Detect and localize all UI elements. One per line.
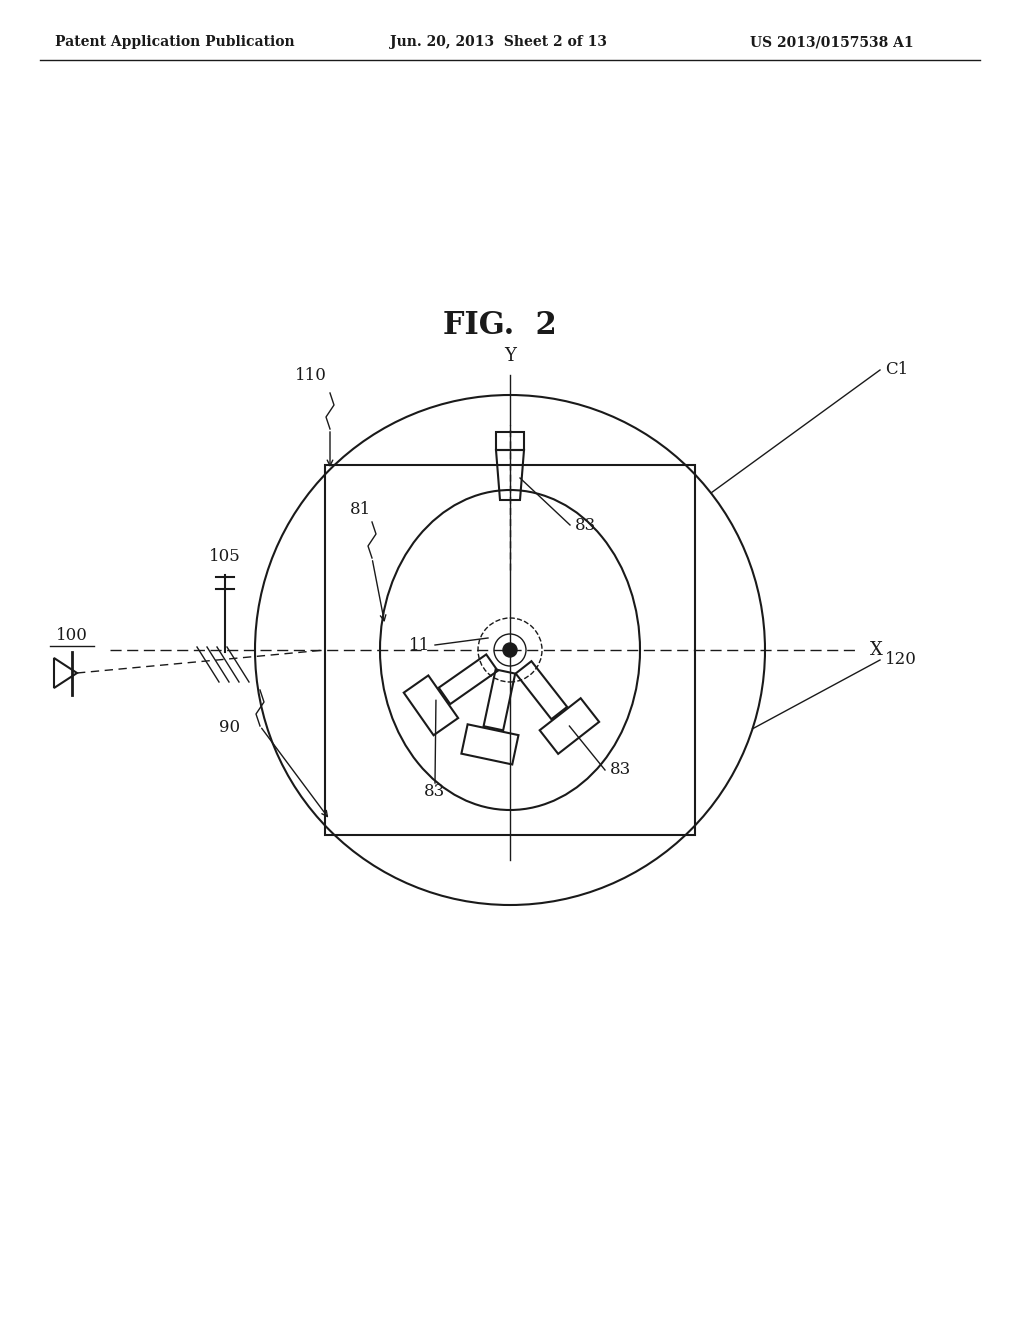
Text: Patent Application Publication: Patent Application Publication [55, 36, 295, 49]
Text: 120: 120 [885, 652, 916, 668]
Text: 110: 110 [295, 367, 327, 384]
Text: 105: 105 [209, 548, 241, 565]
Text: C1: C1 [885, 362, 908, 379]
Text: 83: 83 [610, 762, 631, 779]
Text: 83: 83 [575, 516, 596, 533]
Text: Y: Y [504, 347, 516, 366]
Circle shape [503, 643, 517, 657]
Text: 11: 11 [409, 636, 430, 653]
Text: 81: 81 [350, 502, 372, 519]
Text: US 2013/0157538 A1: US 2013/0157538 A1 [750, 36, 913, 49]
Text: FIG.  2: FIG. 2 [443, 309, 557, 341]
Text: Jun. 20, 2013  Sheet 2 of 13: Jun. 20, 2013 Sheet 2 of 13 [390, 36, 607, 49]
Text: 90: 90 [219, 719, 240, 737]
Text: X: X [870, 642, 883, 659]
Bar [325, 465, 695, 836]
Text: 100: 100 [56, 627, 88, 644]
Text: 83: 83 [424, 783, 445, 800]
